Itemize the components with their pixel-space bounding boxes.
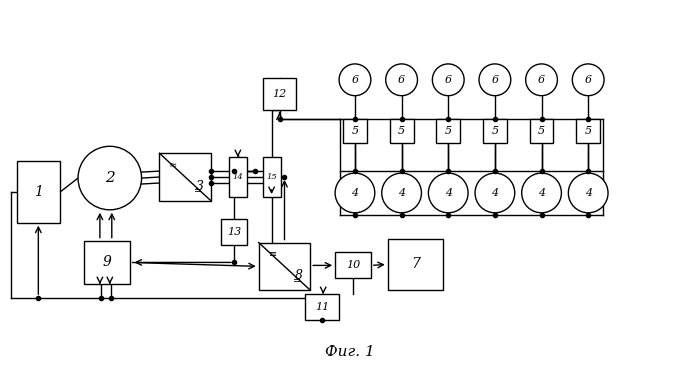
Text: 14: 14 xyxy=(232,173,243,181)
Text: 6: 6 xyxy=(538,75,545,85)
Text: 4: 4 xyxy=(538,188,545,198)
Bar xyxy=(84,240,130,284)
Text: 13: 13 xyxy=(227,227,241,237)
Text: 2: 2 xyxy=(105,171,114,185)
Text: 6: 6 xyxy=(445,75,452,85)
Circle shape xyxy=(78,146,142,210)
Circle shape xyxy=(432,64,464,96)
Circle shape xyxy=(339,64,371,96)
Bar xyxy=(262,78,297,109)
Text: 5: 5 xyxy=(398,127,405,137)
Circle shape xyxy=(572,64,604,96)
Circle shape xyxy=(335,173,375,213)
Bar xyxy=(262,157,281,197)
Text: 4: 4 xyxy=(585,188,592,198)
Text: 6: 6 xyxy=(585,75,592,85)
Text: 5: 5 xyxy=(351,127,359,137)
Text: 12: 12 xyxy=(272,89,287,99)
Text: 4: 4 xyxy=(351,188,359,198)
Bar xyxy=(259,243,311,290)
Circle shape xyxy=(382,173,422,213)
Bar xyxy=(229,157,247,197)
Text: 6: 6 xyxy=(491,75,498,85)
Text: 6: 6 xyxy=(398,75,405,85)
Bar xyxy=(305,294,339,320)
Text: 5: 5 xyxy=(585,127,592,137)
Bar xyxy=(483,119,507,143)
Circle shape xyxy=(386,64,417,96)
Text: Фиг. 1: Фиг. 1 xyxy=(325,345,375,359)
Text: 4: 4 xyxy=(398,188,405,198)
Text: ≡: ≡ xyxy=(269,249,276,259)
Text: 3: 3 xyxy=(195,180,204,193)
Bar xyxy=(436,119,460,143)
Text: 5: 5 xyxy=(491,127,498,137)
Text: 15: 15 xyxy=(266,173,277,181)
Text: 10: 10 xyxy=(346,260,360,270)
Bar xyxy=(17,161,60,223)
Circle shape xyxy=(568,173,608,213)
Bar xyxy=(221,219,247,244)
Text: 8: 8 xyxy=(295,269,303,282)
Circle shape xyxy=(429,173,468,213)
Text: 5: 5 xyxy=(445,127,452,137)
Text: 4: 4 xyxy=(491,188,498,198)
Text: 4: 4 xyxy=(445,188,452,198)
Text: =: = xyxy=(293,276,302,286)
Bar xyxy=(530,119,554,143)
Text: 1: 1 xyxy=(34,185,43,199)
Bar xyxy=(335,253,371,278)
Text: 9: 9 xyxy=(103,255,111,269)
Circle shape xyxy=(475,173,514,213)
Text: 7: 7 xyxy=(411,257,420,272)
Text: ≈: ≈ xyxy=(170,160,177,170)
Bar xyxy=(577,119,600,143)
Bar xyxy=(343,119,367,143)
Text: 11: 11 xyxy=(315,302,329,312)
Bar xyxy=(159,153,211,201)
Circle shape xyxy=(521,173,561,213)
Circle shape xyxy=(479,64,511,96)
Text: 6: 6 xyxy=(351,75,359,85)
Bar xyxy=(387,239,443,290)
Text: =: = xyxy=(194,186,202,196)
Bar xyxy=(389,119,413,143)
Text: 5: 5 xyxy=(538,127,545,137)
Circle shape xyxy=(526,64,558,96)
